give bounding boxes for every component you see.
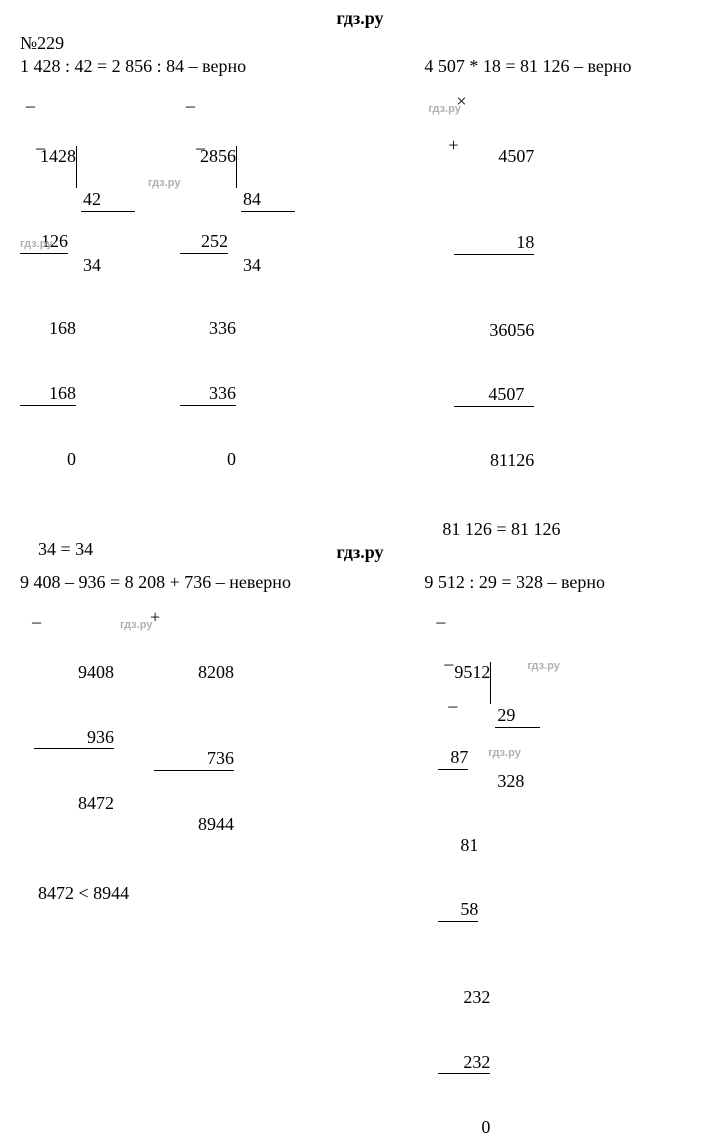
watermark: гдз.ру [488,747,521,760]
p1-equation: 1 428 : 42 = 2 856 : 84 – верно [20,56,384,77]
p2-result: 81 126 = 81 126 [442,519,700,540]
p4-longdivision: _ 9512 29 328 гдз.ру 87 _ 81 58 _ 232 23… [438,597,588,1138]
p3-addition: + 8208 гдз.ру 736 8944 [154,597,234,879]
p1-longdivision-2: _ 2856 84 34 252 _ 336 336 0 гдз.ру [180,81,300,535]
watermark: гдз.ру [148,177,181,190]
watermark: гдз.ру [527,660,560,673]
p2-equation: 4 507 * 18 = 81 126 – верно [424,56,700,77]
page-header: гдз.ру [20,8,700,29]
p3-result: 8472 < 8944 [38,883,384,904]
problem-number: №229 [20,33,700,54]
p2-multiplication: × 4507 гдз.ру 18 + 36056 4507 81126 [454,81,534,515]
p4-equation: 9 512 : 29 = 328 – верно [424,572,700,593]
p3-subtraction: _ 9408 936 8472 [34,597,114,879]
page-footer: гдз.ру [0,542,720,563]
p3-equation: 9 408 – 936 = 8 208 + 736 – неверно [20,572,384,593]
watermark: гдз.ру [120,619,153,632]
p1-longdivision-1: _ 1428 42 34 126 _ 168 168 0 [20,81,140,535]
